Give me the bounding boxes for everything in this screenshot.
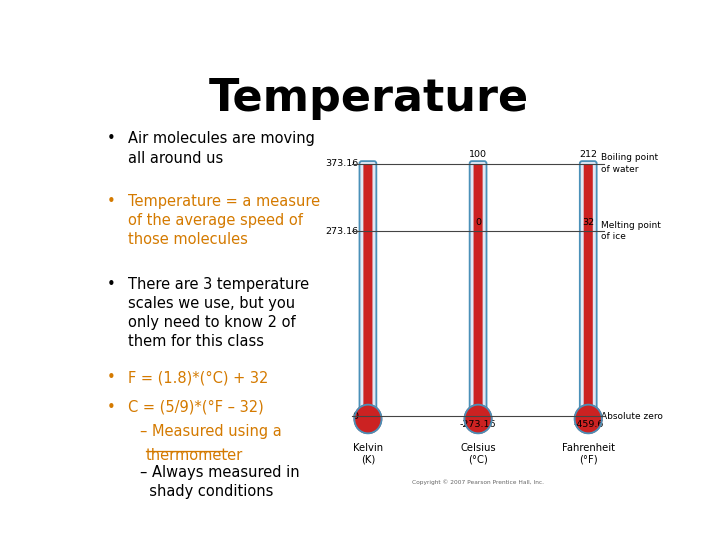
Text: -273.16: -273.16 [460,420,496,429]
Text: Celsius
(°C): Celsius (°C) [460,443,496,465]
Text: -459.6: -459.6 [573,420,603,429]
Circle shape [354,404,382,433]
Text: •: • [107,277,115,292]
FancyBboxPatch shape [580,161,597,418]
Text: Air molecules are moving
all around us: Air molecules are moving all around us [128,131,315,166]
Text: Absolute zero: Absolute zero [601,412,662,421]
Text: – Measured using a: – Measured using a [140,424,282,440]
Text: 212: 212 [579,151,598,159]
FancyBboxPatch shape [474,165,482,415]
Text: C = (5/9)*(°F – 32): C = (5/9)*(°F – 32) [128,400,264,415]
Text: 0: 0 [353,412,359,421]
Text: 100: 100 [469,151,487,159]
FancyBboxPatch shape [469,161,487,418]
FancyBboxPatch shape [584,165,593,415]
Text: F = (1.8)*(°C) + 32: F = (1.8)*(°C) + 32 [128,370,269,386]
Text: 373.16: 373.16 [325,159,359,168]
FancyBboxPatch shape [364,165,372,415]
Text: thermometer: thermometer [145,448,243,463]
Circle shape [575,404,602,433]
Text: Copyright © 2007 Pearson Prentice Hall, Inc.: Copyright © 2007 Pearson Prentice Hall, … [412,480,544,485]
Text: There are 3 temperature
scales we use, but you
only need to know 2 of
them for t: There are 3 temperature scales we use, b… [128,277,309,349]
Text: Fahrenheit
(°F): Fahrenheit (°F) [562,443,615,465]
Text: •: • [107,131,115,146]
Text: 0: 0 [475,218,481,227]
Text: 32: 32 [582,218,594,227]
Text: Boiling point
of water: Boiling point of water [601,153,658,173]
Text: Kelvin
(K): Kelvin (K) [353,443,383,465]
Text: •: • [107,194,115,208]
Text: – Always measured in
  shady conditions: – Always measured in shady conditions [140,465,300,499]
Text: Melting point
of ice: Melting point of ice [601,221,661,241]
Text: •: • [107,400,115,415]
Circle shape [464,404,492,433]
Text: Temperature = a measure
of the average speed of
those molecules: Temperature = a measure of the average s… [128,194,320,247]
Text: Temperature: Temperature [209,77,529,120]
FancyBboxPatch shape [359,161,377,418]
Text: •: • [107,370,115,386]
Text: 273.16: 273.16 [325,227,359,236]
